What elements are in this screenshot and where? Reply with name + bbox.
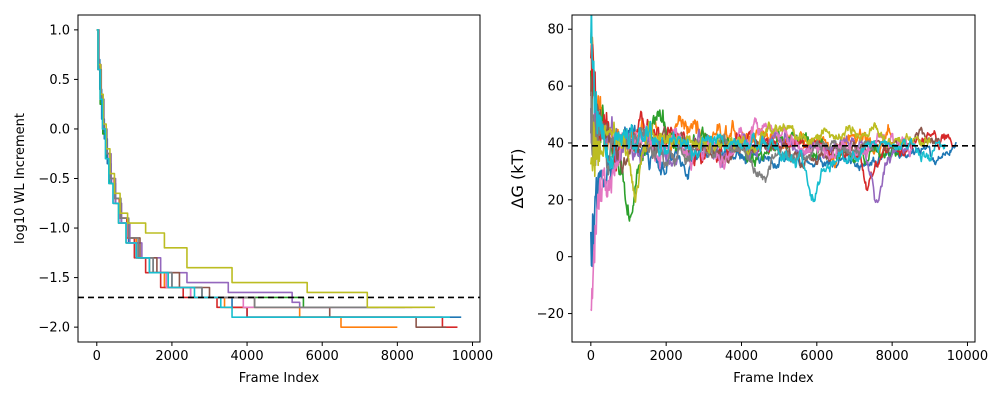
y-tick-label: −1.5	[38, 271, 70, 286]
x-tick-label: 8000	[381, 349, 414, 364]
right-ticks-layer: 0 2000 4000 6000 8000 10000 −20 0 20 40 60 80	[537, 23, 989, 364]
series-line-9	[96, 29, 435, 309]
left-ticks-layer: 0 2000 4000 6000 8000 10000 −2.0 −1.5 −1.0 −0.5 0.…	[38, 23, 493, 364]
left-y-axis-label: log10 WL Increment	[13, 113, 28, 244]
left-plot-frame	[77, 14, 481, 343]
x-tick-label: 10000	[452, 349, 493, 364]
right-chart-panel: 0 2000 4000 6000 8000 10000 −20 0 20 40 60 80 Frame…	[508, 14, 989, 386]
left-x-axis-label: Frame Index	[239, 371, 320, 386]
y-tick-label: 20	[547, 193, 564, 208]
x-tick-label: 10000	[947, 349, 988, 364]
y-tick-label: 60	[547, 80, 564, 95]
right-y-axis-label: ΔG (kT)	[508, 149, 527, 209]
y-tick-label: 0.0	[49, 122, 70, 137]
y-tick-label: 0.5	[49, 73, 70, 88]
y-tick-label: 1.0	[49, 23, 70, 38]
right-plot-frame	[571, 14, 976, 343]
x-tick-label: 6000	[306, 349, 339, 364]
x-tick-label: 2000	[650, 349, 683, 364]
y-tick-label: 40	[547, 136, 564, 151]
x-tick-label: 0	[93, 349, 101, 364]
y-tick-label: −0.5	[38, 172, 70, 187]
x-tick-label: 2000	[155, 349, 188, 364]
left-chart-panel: 0 2000 4000 6000 8000 10000 −2.0 −1.5 −1.0 −0.5 0.…	[13, 14, 493, 386]
right-x-axis-label: Frame Index	[733, 371, 814, 386]
x-tick-label: 6000	[800, 349, 833, 364]
x-tick-label: 0	[587, 349, 595, 364]
y-tick-label: 80	[547, 23, 564, 38]
y-tick-label: −20	[537, 307, 564, 322]
y-tick-label: −1.0	[38, 222, 70, 237]
x-tick-label: 4000	[725, 349, 758, 364]
y-tick-label: 0	[556, 250, 564, 265]
x-tick-label: 8000	[876, 349, 909, 364]
y-tick-label: −2.0	[38, 321, 70, 336]
x-tick-label: 4000	[231, 349, 264, 364]
